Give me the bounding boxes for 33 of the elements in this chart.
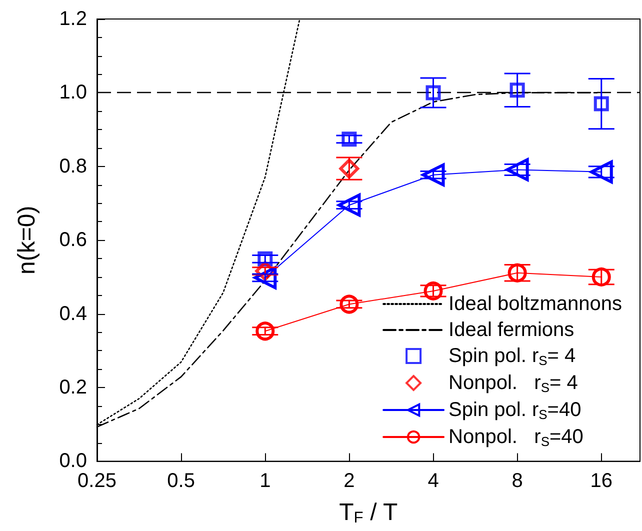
y-tick-label: 1.2 (59, 8, 87, 30)
point (342, 132, 357, 147)
point (422, 163, 445, 186)
y-tick-label: 0.8 (59, 155, 87, 178)
x-axis-title: TF / T (339, 499, 398, 526)
y-tick-label: 0.0 (59, 450, 87, 472)
y-tick-label: 0.4 (59, 302, 87, 325)
point (510, 82, 525, 98)
y-axis-title: n(k=0) (14, 206, 40, 274)
point (256, 322, 275, 341)
legend-label: Ideal fermions (448, 319, 574, 341)
point (590, 160, 613, 184)
point (254, 266, 277, 290)
x-tick-label: 0.5 (167, 470, 195, 492)
y-tick-label: 0.6 (59, 229, 87, 252)
x-tick-label: 0.25 (78, 470, 116, 492)
point (506, 158, 529, 182)
x-tick-label: 2 (344, 470, 355, 492)
x-tick-label: 16 (590, 470, 613, 492)
y-tick-label: 1.0 (59, 82, 87, 104)
x-tick-label: 4 (428, 470, 439, 492)
point (340, 294, 359, 314)
point (426, 85, 441, 100)
point (594, 96, 609, 112)
x-tick-label: 8 (512, 470, 523, 492)
y-tick-label: 0.2 (59, 376, 87, 398)
point (424, 281, 443, 300)
point (592, 267, 611, 286)
x-tick-label: 1 (260, 470, 271, 492)
point (338, 194, 361, 217)
point (508, 263, 527, 282)
legend-label: Ideal boltzmannons (448, 293, 622, 315)
point (339, 158, 360, 179)
